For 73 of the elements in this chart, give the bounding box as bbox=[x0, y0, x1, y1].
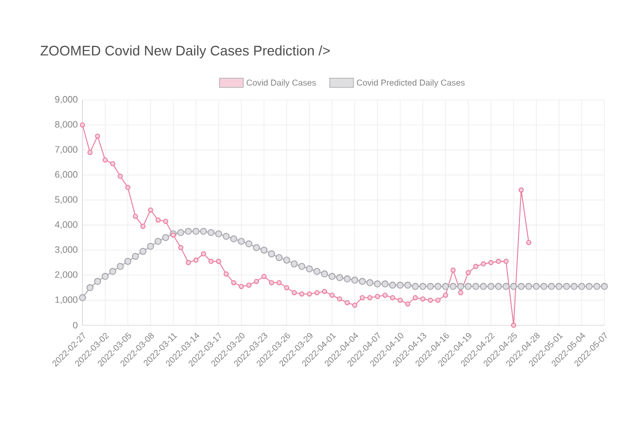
point bbox=[390, 295, 396, 300]
point bbox=[450, 268, 456, 273]
point bbox=[292, 290, 297, 296]
point bbox=[526, 240, 532, 246]
y-tick-label: 0 bbox=[73, 322, 78, 328]
point bbox=[322, 288, 328, 294]
point bbox=[412, 295, 418, 300]
point bbox=[337, 296, 342, 302]
point bbox=[208, 258, 214, 264]
y-tick-label: 1,000 bbox=[55, 296, 78, 304]
point bbox=[87, 150, 93, 156]
point bbox=[360, 295, 365, 300]
point bbox=[178, 245, 184, 250]
point bbox=[216, 258, 222, 264]
point bbox=[382, 292, 388, 298]
y-tick-label: 9,000 bbox=[55, 96, 78, 104]
point bbox=[458, 290, 464, 296]
chart-title: ZOOMED Covid New Daily Cases Prediction /> bbox=[40, 45, 330, 58]
point bbox=[148, 207, 154, 213]
point bbox=[276, 280, 282, 286]
legend-label: Covid Daily Cases bbox=[246, 79, 316, 88]
point bbox=[261, 274, 267, 279]
point bbox=[186, 260, 191, 266]
point bbox=[374, 294, 380, 299]
point bbox=[518, 187, 524, 193]
point bbox=[480, 261, 486, 266]
point bbox=[496, 258, 502, 264]
point bbox=[224, 271, 229, 276]
point bbox=[132, 214, 138, 219]
point bbox=[238, 284, 244, 289]
point bbox=[442, 292, 448, 298]
point bbox=[246, 282, 252, 288]
point bbox=[428, 298, 433, 303]
point bbox=[488, 260, 494, 266]
point bbox=[200, 251, 206, 256]
point bbox=[344, 300, 350, 306]
point bbox=[231, 280, 236, 286]
point bbox=[102, 157, 108, 163]
point bbox=[95, 134, 100, 139]
point bbox=[125, 184, 130, 190]
point bbox=[254, 278, 259, 284]
point bbox=[284, 285, 290, 290]
point bbox=[398, 298, 403, 303]
y-tick-label: 7,000 bbox=[55, 146, 78, 154]
point bbox=[503, 258, 509, 264]
point bbox=[156, 217, 161, 223]
y-tick-label: 4,000 bbox=[54, 221, 78, 229]
point bbox=[420, 296, 426, 302]
y-tick-label: 3,000 bbox=[55, 246, 78, 254]
point bbox=[511, 322, 516, 328]
point bbox=[367, 295, 372, 300]
point bbox=[110, 161, 116, 166]
legend-label: Covid Predicted Daily Cases bbox=[356, 79, 465, 88]
point bbox=[268, 280, 274, 286]
point bbox=[299, 291, 304, 296]
y-tick-label: 5,000 bbox=[55, 196, 78, 204]
y-tick-label: 8,000 bbox=[55, 121, 78, 129]
point bbox=[118, 174, 123, 179]
point bbox=[473, 264, 478, 269]
y-tick-label: 6,000 bbox=[55, 171, 78, 179]
point bbox=[306, 291, 312, 296]
point bbox=[140, 224, 146, 229]
y-tick-label: 2,000 bbox=[55, 271, 78, 279]
point bbox=[314, 290, 320, 296]
point bbox=[435, 298, 441, 303]
point bbox=[466, 270, 471, 276]
point bbox=[405, 301, 410, 307]
point bbox=[163, 218, 168, 224]
point bbox=[80, 122, 86, 128]
point bbox=[193, 258, 198, 263]
point bbox=[329, 292, 335, 298]
point bbox=[352, 302, 358, 308]
point bbox=[170, 232, 176, 238]
